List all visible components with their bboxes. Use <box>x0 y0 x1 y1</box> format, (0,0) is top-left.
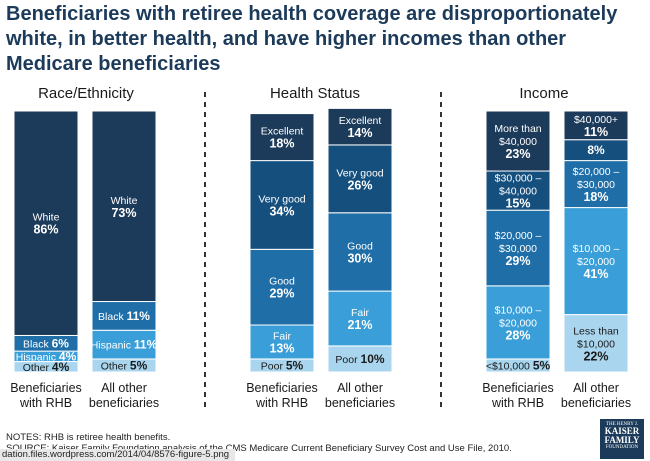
x-category-health-status-1: Beneficiaries with RHB <box>246 381 318 410</box>
data-label-race-ethnicity-hispanic-2: Hispanic 11% <box>91 338 158 352</box>
bar-segment-income-20-000-30-000-1 <box>485 209 551 287</box>
bar-segment-health-status-poor-2 <box>327 345 393 373</box>
data-label-race-ethnicity-white-1: White 86% <box>33 212 60 237</box>
bar-segment-income-10-000-less-than-10-000-2 <box>563 314 629 373</box>
x-category-health-status-2: All other beneficiaries <box>325 381 395 410</box>
data-label-health-status-very-good-2: Very good 26% <box>336 167 383 192</box>
data-label-health-status-poor-1: Poor 5% <box>261 358 304 372</box>
bar-segment-race-ethnicity-white-1 <box>13 110 79 336</box>
data-label-income-20-000-30-000-2: $20,000 – $30,000 18% <box>573 166 620 204</box>
logo-line-1: THE HENRY J. <box>605 422 639 427</box>
bar-segment-income-30-000-40-000-1 <box>485 170 551 211</box>
data-label-race-ethnicity-white-2: White 73% <box>111 195 138 220</box>
bar-segment-health-status-very-good-1 <box>249 160 315 250</box>
data-label-income-more-than-40-000-40-000-1: More than $40,000 23% <box>494 123 541 161</box>
data-label-income-10-000-20-000-2: $10,000 – $20,000 41% <box>573 243 620 281</box>
bar-segment-health-status-good-2 <box>327 212 393 292</box>
notes-text: NOTES: RHB is retiree health benefits. <box>6 432 171 443</box>
logo-line-2: KAISER <box>604 426 640 436</box>
x-category-race-ethnicity-1: Beneficiaries with RHB <box>10 381 82 410</box>
data-label-health-status-fair-2: Fair 21% <box>347 307 372 332</box>
source-text: SOURCE: Kaiser Family Foundation analysi… <box>6 443 512 454</box>
data-label-health-status-poor-2: Poor 10% <box>335 352 384 366</box>
title-line-1: Beneficiaries with retiree health covera… <box>6 3 618 25</box>
data-label-race-ethnicity-hispanic-1: Hispanic 4% <box>16 349 77 363</box>
data-label-health-status-very-good-1: Very good 34% <box>258 193 305 218</box>
data-label-income-10-000-less-than-10-000-2: Less than $10,000 22% <box>573 325 619 363</box>
x-category-race-ethnicity-2: All other beneficiaries <box>89 381 159 410</box>
data-label-health-status-good-2: Good 30% <box>347 240 373 265</box>
data-label-income-more-than-40-000-40-000-2: $40,000+ 11% <box>574 114 618 139</box>
title-line-3: Medicare beneficiaries <box>6 53 221 75</box>
x-category-income-1: Beneficiaries with RHB <box>482 381 554 410</box>
data-label-health-status-excellent-1: Excellent 18% <box>261 126 304 151</box>
url-bar: dation.files.wordpress.com/2014/04/8576-… <box>0 449 236 461</box>
data-label-race-ethnicity-other-2: Other 5% <box>101 358 148 372</box>
bar-segment-health-status-good-1 <box>249 248 315 326</box>
data-label-health-status-excellent-2: Excellent 14% <box>339 115 382 140</box>
panel-title-health-status: Health Status <box>270 85 360 102</box>
data-label-income-20-000-30-000-1: $20,000 – $30,000 29% <box>495 230 542 268</box>
logo-line-4: FOUNDATION <box>605 445 639 450</box>
bar-segment-health-status-excellent-2 <box>327 107 393 146</box>
bar-segment-income-more-than-40-000-40-000-2 <box>563 110 629 141</box>
bar-segment-health-status-fair-1 <box>249 324 315 360</box>
data-label-income-10-000-20-000-1: $10,000 – $20,000 28% <box>495 304 542 342</box>
data-label-race-ethnicity-black-2: Black 11% <box>98 309 150 323</box>
title-line-2: white, in better health, and have higher… <box>6 28 567 50</box>
panel-title-income: Income <box>519 85 568 102</box>
bar-segment-health-status-excellent-1 <box>249 113 315 162</box>
bar-segment-income-more-than-40-000-40-000-1 <box>485 110 551 172</box>
x-category-income-2: All other beneficiaries <box>561 381 631 410</box>
data-label-income-30-000-40-000-1: $30,000 – $40,000 15% <box>495 173 542 211</box>
bar-segment-income-10-000-20-000-1 <box>485 285 551 360</box>
data-label-race-ethnicity-other-1: Other 4% <box>23 360 70 374</box>
logo-line-3: FAMILY <box>604 435 640 445</box>
data-label-income-30-000-40-000-2: 8% <box>587 143 605 157</box>
bar-segment-race-ethnicity-white-2 <box>91 110 157 303</box>
bar-segment-income-20-000-30-000-2 <box>563 160 629 209</box>
panel-title-race-ethnicity: Race/Ethnicity <box>38 85 134 102</box>
kff-logo: THE HENRY J. KAISER FAMILY FOUNDATION <box>600 419 644 459</box>
bar-segment-health-status-fair-2 <box>327 290 393 347</box>
data-label-health-status-fair-1: Fair 13% <box>269 330 294 355</box>
data-label-income-10-000-less-than-10-000-1: <$10,000 5% <box>486 358 551 372</box>
data-label-race-ethnicity-black-1: Black 6% <box>23 336 69 350</box>
data-label-health-status-good-1: Good 29% <box>269 276 295 301</box>
chart-title: Beneficiaries with retiree health covera… <box>6 2 646 77</box>
